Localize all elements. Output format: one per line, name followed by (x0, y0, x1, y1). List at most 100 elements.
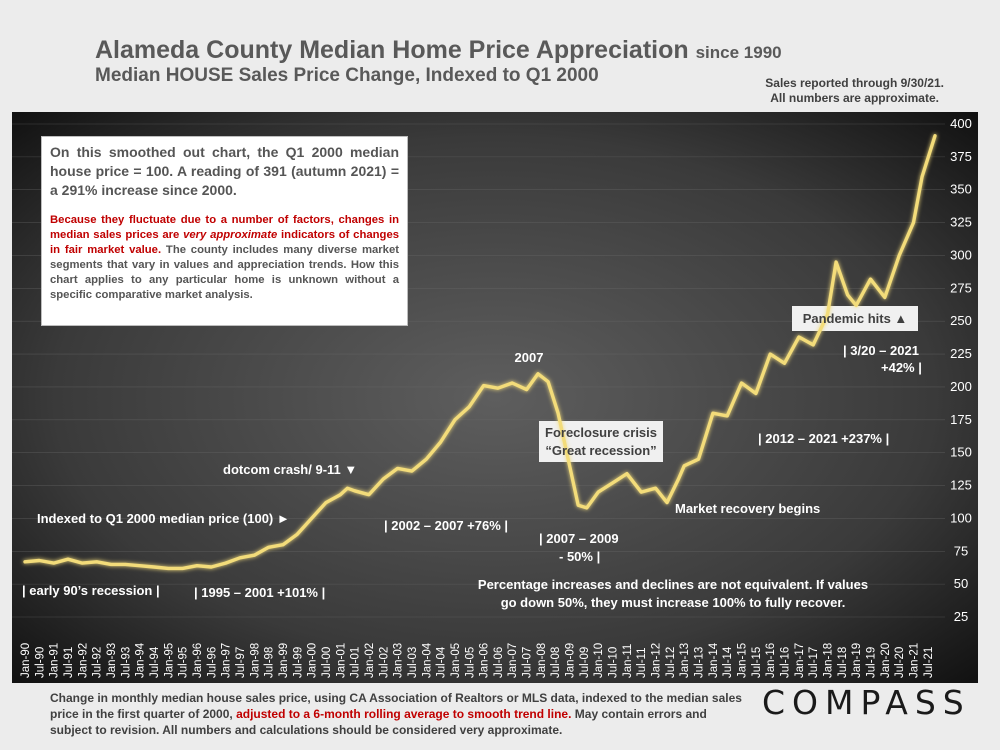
x-tick-label: Jul-17 (808, 647, 820, 678)
x-tick-label: Jan-10 (593, 643, 605, 678)
y-tick-label: 300 (950, 247, 972, 262)
annotation-pandemic-hits: Pandemic hits ▲ (803, 311, 908, 326)
x-tick-label: Jan-21 (909, 643, 921, 678)
x-tick-label: Jan-20 (880, 643, 892, 678)
x-tick-label: Jul-15 (751, 647, 763, 678)
x-tick-label: Jan-07 (507, 643, 519, 678)
x-tick-label: Jan-97 (221, 643, 233, 678)
annotation-2012-2021: | 2012 – 2021 +237% | (758, 431, 889, 446)
y-tick-label: 150 (950, 445, 972, 460)
x-tick-label: Jan-92 (77, 643, 89, 678)
x-tick-label: Jul-05 (464, 647, 476, 678)
y-tick-label: 400 (950, 116, 972, 131)
report-line-1: Sales reported through 9/30/21. (765, 76, 944, 90)
x-tick-label: Jan-14 (708, 642, 720, 678)
x-tick-label: Jan-95 (163, 643, 175, 678)
x-tick-label: Jul-06 (493, 647, 505, 678)
chart-subtitle: Median HOUSE Sales Price Change, Indexed… (95, 65, 599, 86)
x-tick-label: Jul-09 (579, 647, 591, 678)
y-tick-label: 225 (950, 346, 972, 361)
y-tick-label: 100 (950, 510, 972, 525)
x-tick-label: Jul-90 (34, 647, 46, 678)
y-tick-label: 175 (950, 412, 972, 427)
x-tick-label: Jul-20 (894, 647, 906, 678)
x-tick-label: Jan-13 (679, 643, 691, 678)
x-tick-label: Jul-08 (550, 647, 562, 678)
info-box: On this smoothed out chart, the Q1 2000 … (41, 136, 408, 326)
y-tick-label: 275 (950, 280, 972, 295)
annotation-early-90s: | early 90’s recession | (22, 583, 160, 598)
annotation-market-recovery: Market recovery begins (675, 501, 820, 516)
x-tick-label: Jul-93 (120, 647, 132, 678)
x-tick-label: Jul-03 (407, 647, 419, 678)
x-tick-label: Jul-14 (722, 646, 734, 678)
y-tick-label: 325 (950, 215, 972, 230)
x-tick-label: Jan-00 (307, 643, 319, 678)
x-tick-label: Jul-21 (923, 647, 935, 678)
x-tick-label: Jul-98 (264, 647, 276, 678)
x-tick-label: Jul-99 (292, 647, 304, 678)
annotation-dotcom-crash: dotcom crash/ 9-11 ▼ (223, 462, 357, 477)
x-tick-label: Jul-01 (350, 647, 362, 678)
y-tick-label: 250 (950, 313, 972, 328)
x-tick-label: Jul-16 (780, 647, 792, 678)
x-tick-label: Jan-99 (278, 643, 290, 678)
x-tick-label: Jul-18 (837, 647, 849, 678)
x-tick-label: Jul-10 (608, 647, 620, 678)
report-note: Sales reported through 9/30/21. All numb… (765, 76, 944, 106)
x-tick-label: Jan-06 (479, 643, 491, 678)
x-tick-label: Jan-94 (135, 642, 147, 678)
x-tick-label: Jan-09 (565, 643, 577, 678)
x-tick-label: Jul-04 (436, 646, 448, 678)
annotation-1995-2001: | 1995 – 2001 +101% | (194, 585, 325, 600)
x-tick-label: Jul-11 (636, 648, 648, 678)
x-tick-label: Jan-04 (421, 642, 433, 678)
x-tick-label: Jan-96 (192, 643, 204, 678)
footer-note: Change in monthly median house sales pri… (50, 691, 742, 737)
x-tick-label: Jul-95 (178, 647, 190, 678)
x-tick-label: Jan-18 (823, 643, 835, 678)
x-tick-label: Jul-94 (149, 646, 161, 678)
annotation-foreclosure-crisis: Foreclosure crisis (545, 425, 657, 440)
annotation-2007-2009: | 2007 – 2009 (539, 531, 619, 546)
x-tick-label: Jan-01 (335, 643, 347, 678)
annotation-great-recession: “Great recession” (545, 443, 656, 458)
annotation-note-line-1: Percentage increases and declines are no… (478, 577, 868, 592)
x-tick-label: Jan-19 (851, 643, 863, 678)
y-tick-label: 75 (954, 543, 968, 558)
x-tick-label: Jan-11 (622, 644, 634, 678)
x-tick-label: Jul-97 (235, 647, 247, 678)
info-paragraph-2: Because they fluctuate due to a number o… (50, 214, 400, 301)
x-tick-label: Jan-08 (536, 643, 548, 678)
x-tick-label: Jul-19 (866, 647, 878, 678)
x-tick-label: Jul-00 (321, 647, 333, 678)
annotation-plus-42: +42% | (881, 360, 922, 375)
info-paragraph-1: On this smoothed out chart, the Q1 2000 … (50, 144, 399, 198)
x-tick-label: Jan-91 (49, 643, 61, 678)
y-tick-label: 50 (954, 576, 968, 591)
x-tick-label: Jan-98 (249, 643, 261, 678)
annotation-2002-2007: | 2002 – 2007 +76% | (384, 518, 508, 533)
compass-logo: COMPASS (762, 683, 971, 722)
x-tick-label: Jul-92 (92, 647, 104, 678)
annotation-note-line-2: go down 50%, they must increase 100% to … (501, 595, 846, 610)
y-tick-label: 125 (950, 478, 972, 493)
x-tick-label: Jul-96 (206, 647, 218, 678)
pandemic-label-box (792, 306, 918, 331)
x-tick-label: Jan-03 (393, 643, 405, 678)
chart-title: Alameda County Median Home Price Appreci… (95, 36, 782, 64)
annotation-minus-50: - 50% | (559, 549, 600, 564)
x-tick-label: Jan-15 (737, 643, 749, 678)
y-tick-label: 350 (950, 182, 972, 197)
x-tick-label: Jul-07 (522, 647, 534, 678)
y-tick-label: 200 (950, 379, 972, 394)
x-tick-label: Jan-16 (765, 643, 777, 678)
x-tick-label: Jan-12 (651, 643, 663, 678)
annotation-indexed-q1-2000: Indexed to Q1 2000 median price (100) ► (37, 511, 290, 526)
x-tick-label: Jan-05 (450, 643, 462, 678)
y-tick-label: 375 (950, 149, 972, 164)
series-line (23, 134, 937, 571)
y-tick-label: 25 (954, 609, 968, 624)
x-tick-label: Jul-13 (694, 647, 706, 678)
